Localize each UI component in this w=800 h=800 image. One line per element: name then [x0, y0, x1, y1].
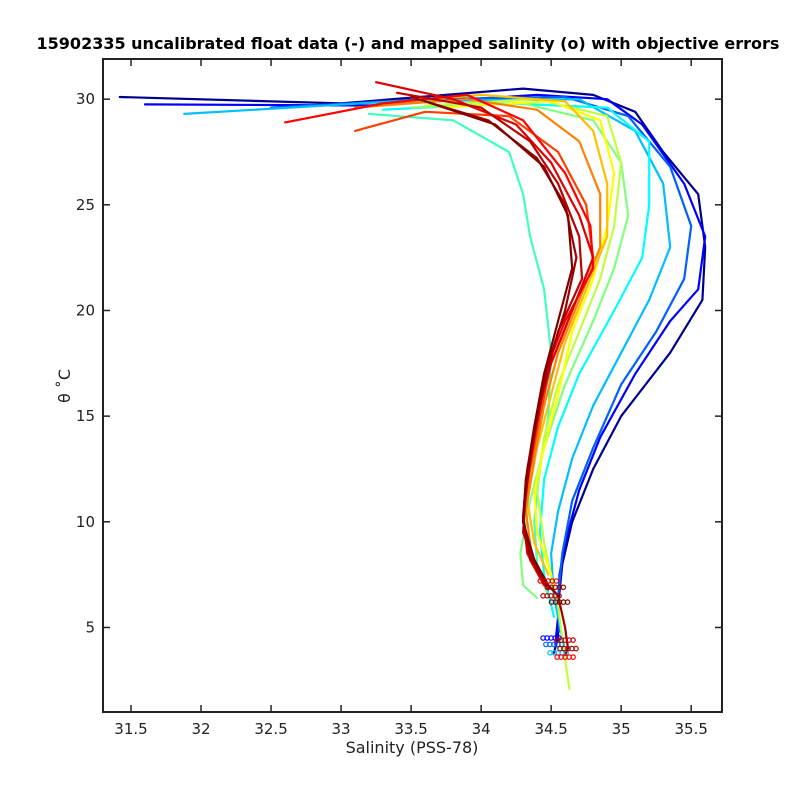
- x-tick-label: 33: [332, 720, 351, 738]
- mapped-salinity-marker: [570, 654, 576, 660]
- series-layer: [118, 81, 707, 690]
- x-tick-label: 31.5: [114, 720, 147, 738]
- plot-frame: [102, 58, 723, 713]
- plot-area: [103, 59, 722, 712]
- series-line-8: [424, 98, 623, 690]
- y-tick-label: 25: [76, 196, 95, 214]
- mapped-salinity-marker: [573, 645, 579, 652]
- x-axis-label: Salinity (PSS-78): [346, 738, 479, 757]
- x-tick-label: 35: [612, 720, 631, 738]
- series-line-6: [368, 112, 553, 597]
- x-tick-label: 32: [191, 720, 210, 738]
- x-tick-label: 34.5: [534, 720, 567, 738]
- y-tick-label: 15: [76, 407, 95, 425]
- series-line-11: [354, 98, 602, 583]
- y-tick-label: 10: [76, 513, 95, 531]
- y-axis: 5 10 15 20 25 30: [76, 90, 722, 636]
- x-tick-label: 32.5: [254, 720, 287, 738]
- chart-title: 15902335 uncalibrated float data (-) and…: [37, 34, 780, 53]
- y-axis-label: θ ˚C: [55, 369, 74, 403]
- x-tick-label: 34: [472, 720, 491, 738]
- series-line-5: [382, 102, 651, 618]
- x-tick-label: 33.5: [394, 720, 427, 738]
- mapped-salinity-marker: [570, 637, 576, 643]
- y-tick-label: 5: [85, 618, 95, 636]
- x-tick-label: 35.5: [674, 720, 707, 738]
- x-axis: 31.5 32 32.5 33 33.5 34 34.5 35 35.5: [114, 59, 708, 738]
- series-line-17: [424, 100, 574, 597]
- mapped-salinity-marker: [560, 584, 567, 591]
- mapped-salinity-marker: [553, 578, 560, 584]
- series-line-7: [410, 102, 630, 599]
- mapped-salinity-markers: [537, 578, 579, 660]
- series-line-9: [438, 100, 616, 576]
- mapped-salinity-marker: [564, 599, 571, 605]
- mapped-salinity-marker: [556, 592, 562, 599]
- y-tick-label: 20: [76, 301, 95, 319]
- y-tick-label: 30: [76, 90, 95, 108]
